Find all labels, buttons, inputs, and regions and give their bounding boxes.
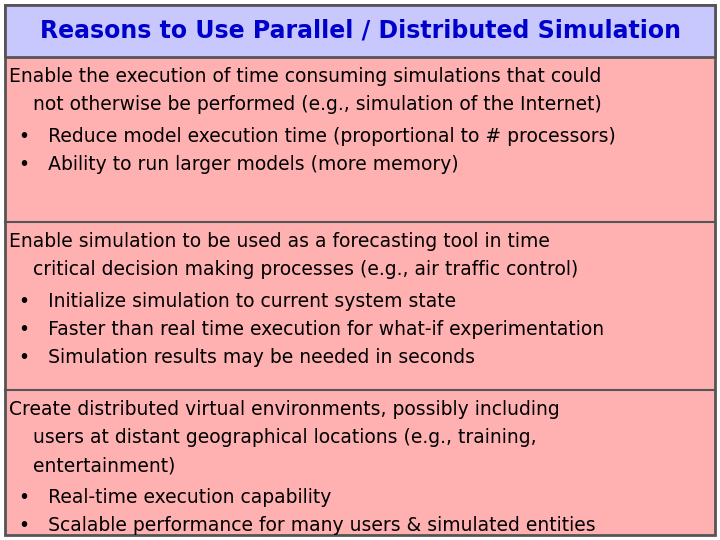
Text: not otherwise be performed (e.g., simulation of the Internet): not otherwise be performed (e.g., simula…: [9, 95, 602, 114]
Text: users at distant geographical locations (e.g., training,: users at distant geographical locations …: [9, 428, 536, 447]
Text: critical decision making processes (e.g., air traffic control): critical decision making processes (e.g.…: [9, 260, 578, 279]
Text: Create distributed virtual environments, possibly including: Create distributed virtual environments,…: [9, 400, 559, 419]
Text: Enable simulation to be used as a forecasting tool in time: Enable simulation to be used as a foreca…: [9, 232, 550, 251]
Text: Enable the execution of time consuming simulations that could: Enable the execution of time consuming s…: [9, 67, 601, 86]
Text: •   Scalable performance for many users & simulated entities: • Scalable performance for many users & …: [19, 516, 595, 535]
Bar: [5, 5, 715, 57]
Text: •   Initialize simulation to current system state: • Initialize simulation to current syste…: [19, 292, 456, 311]
Text: •   Faster than real time execution for what-if experimentation: • Faster than real time execution for wh…: [19, 320, 604, 339]
Text: •   Ability to run larger models (more memory): • Ability to run larger models (more mem…: [19, 155, 459, 174]
Text: •   Simulation results may be needed in seconds: • Simulation results may be needed in se…: [19, 348, 475, 367]
Text: entertainment): entertainment): [9, 456, 176, 475]
Text: •   Real-time execution capability: • Real-time execution capability: [19, 488, 331, 507]
Text: •   Reduce model execution time (proportional to # processors): • Reduce model execution time (proportio…: [19, 127, 616, 146]
Text: Reasons to Use Parallel / Distributed Simulation: Reasons to Use Parallel / Distributed Si…: [40, 19, 680, 43]
